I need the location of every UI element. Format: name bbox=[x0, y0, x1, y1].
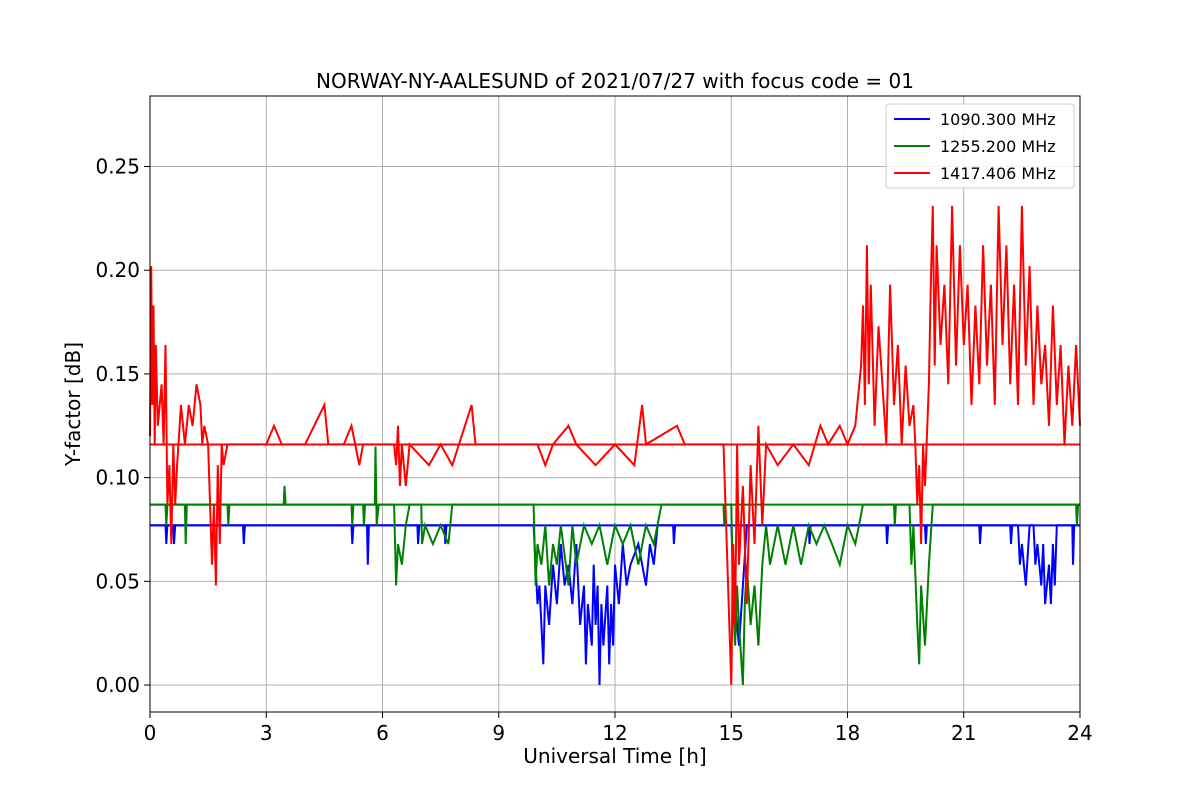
legend: 1090.300 MHz 1255.200 MHz 1417.406 MHz bbox=[885, 103, 1075, 189]
x-tick-label: 3 bbox=[260, 721, 273, 745]
x-axis: 0 3 6 9 12 15 18 21 24 bbox=[144, 712, 1093, 745]
x-axis-label: Universal Time [h] bbox=[523, 744, 706, 768]
series-layer bbox=[149, 205, 1081, 686]
series-line bbox=[150, 446, 1080, 686]
legend-label: 1417.406 MHz bbox=[940, 164, 1056, 183]
x-tick-label: 24 bbox=[1067, 721, 1092, 745]
series-line bbox=[149, 205, 1081, 686]
legend-label: 1090.300 MHz bbox=[940, 110, 1056, 129]
x-tick-label: 9 bbox=[492, 721, 505, 745]
y-tick-label: 0.20 bbox=[95, 258, 140, 282]
x-tick-label: 21 bbox=[951, 721, 976, 745]
x-tick-label: 12 bbox=[602, 721, 627, 745]
x-tick-label: 6 bbox=[376, 721, 389, 745]
legend-label: 1255.200 MHz bbox=[940, 137, 1056, 156]
y-tick-label: 0.05 bbox=[95, 569, 140, 593]
series-line bbox=[150, 524, 1080, 686]
chart-title: NORWAY-NY-AALESUND of 2021/07/27 with fo… bbox=[316, 69, 914, 93]
x-tick-label: 15 bbox=[719, 721, 744, 745]
series-1255.200 bbox=[150, 446, 1080, 686]
legend-box bbox=[885, 103, 1075, 189]
y-axis-label: Y-factor [dB] bbox=[61, 342, 85, 467]
series-1417.406 bbox=[149, 205, 1081, 686]
y-tick-label: 0.10 bbox=[95, 466, 140, 490]
y-axis: 0.00 0.05 0.10 0.15 0.20 0.25 bbox=[95, 155, 150, 697]
x-tick-label: 0 bbox=[144, 721, 157, 745]
y-tick-label: 0.00 bbox=[95, 673, 140, 697]
y-tick-label: 0.25 bbox=[95, 155, 140, 179]
x-tick-label: 18 bbox=[835, 721, 860, 745]
y-tick-label: 0.15 bbox=[95, 362, 140, 386]
